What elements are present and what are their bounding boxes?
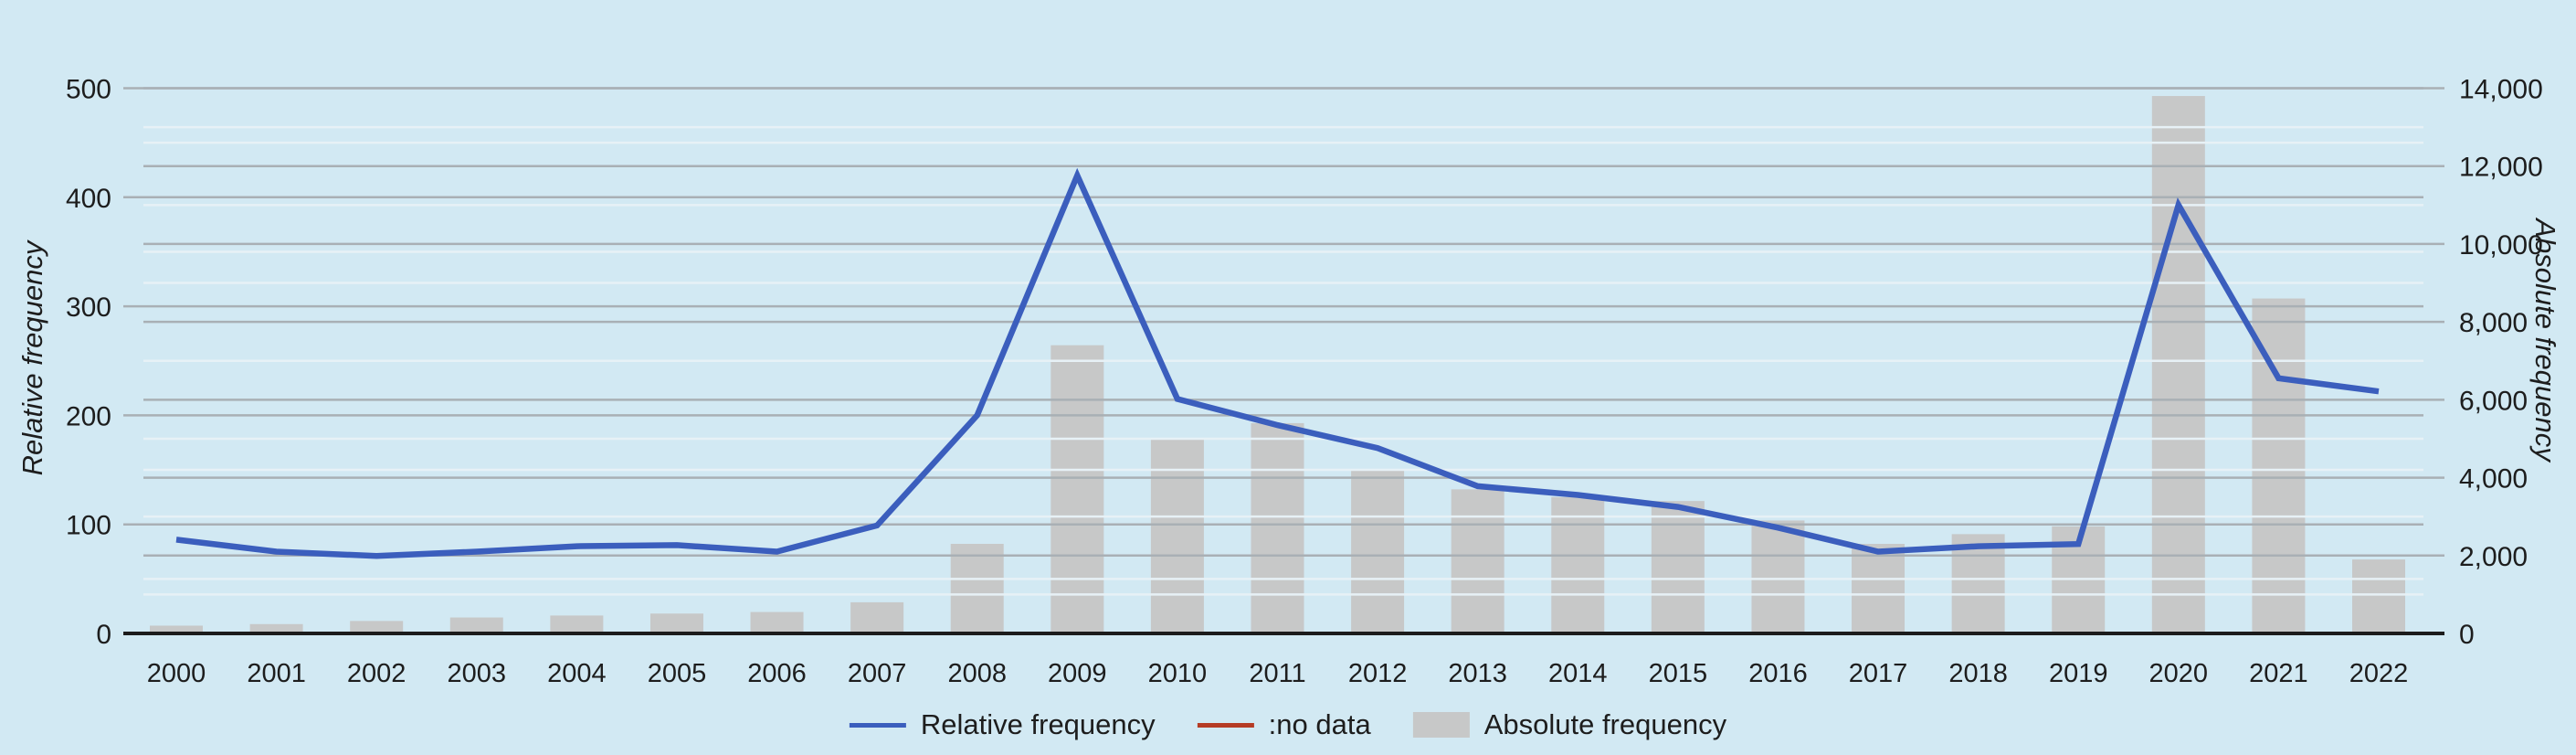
x-axis-year-label: 2005: [648, 659, 707, 688]
right-axis-tick-label: 0: [2459, 620, 2475, 650]
x-axis-year-label: 2016: [1748, 659, 1808, 688]
left-axis-tick-label: 500: [66, 75, 111, 105]
bar-swatch-icon: [1412, 712, 1470, 738]
bar-2008: [950, 544, 1004, 633]
x-axis-year-label: 2012: [1348, 659, 1408, 688]
line-swatch-icon: [1197, 722, 1254, 728]
bar-2001: [249, 623, 303, 633]
bar-2011: [1251, 422, 1304, 633]
legend-item-absolute-frequency: Absolute frequency: [1412, 708, 1727, 741]
x-axis-year-label: 2009: [1048, 659, 1107, 688]
left-axis-tick-label: 100: [66, 511, 111, 541]
left-axis-tick-label: 0: [96, 620, 111, 650]
legend-item-no-data: :no data: [1197, 708, 1371, 741]
bar-2017: [1852, 544, 1906, 633]
x-axis-year-label: 2002: [347, 659, 406, 688]
x-axis-year-label: 2007: [848, 659, 907, 688]
legend-label: Relative frequency: [920, 708, 1156, 740]
bar-2004: [550, 615, 604, 633]
x-axis-year-label: 2015: [1649, 659, 1708, 688]
bar-2002: [350, 621, 404, 633]
x-axis-year-label: 2008: [947, 659, 1007, 688]
legend: Relative frequency :no data Absolute fre…: [849, 704, 1727, 746]
x-axis-year-label: 2014: [1548, 659, 1608, 688]
bar-2016: [1751, 520, 1805, 633]
x-axis-year-label: 2003: [448, 659, 507, 688]
x-axis-year-label: 2000: [147, 659, 206, 688]
bar-2020: [2151, 96, 2205, 634]
bar-2007: [850, 601, 904, 633]
x-axis-year-label: 2019: [2049, 659, 2108, 688]
legend-item-relative-frequency: Relative frequency: [849, 708, 1156, 741]
bar-2018: [1951, 534, 2005, 633]
left-axis-tick-label: 200: [66, 401, 111, 431]
x-axis-year-label: 2004: [547, 659, 607, 688]
left-axis-tick-label: 300: [66, 292, 111, 323]
bar-2010: [1150, 438, 1204, 633]
right-axis-tick-label: 14,000: [2459, 75, 2543, 105]
x-axis-year-label: 2020: [2149, 659, 2209, 688]
line-swatch-icon: [849, 722, 906, 728]
x-axis-year-label: 2001: [247, 659, 306, 688]
left-axis-tick-label: 400: [66, 184, 111, 214]
bar-2000: [150, 625, 203, 633]
bar-2003: [449, 617, 503, 633]
right-axis-tick-label: 10,000: [2459, 230, 2543, 261]
right-axis-tick-label: 4,000: [2459, 464, 2528, 494]
right-axis-title: Absolute frequency: [2529, 218, 2561, 462]
relative-frequency-line: [175, 167, 2380, 559]
right-axis-tick-label: 8,000: [2459, 308, 2528, 338]
bar-2015: [1651, 501, 1705, 633]
x-axis-year-label: 2017: [1849, 659, 1908, 688]
x-axis-year-label: 2010: [1148, 659, 1208, 688]
bar-2014: [1551, 496, 1605, 633]
legend-label: Absolute frequency: [1483, 708, 1727, 740]
bar-2021: [2252, 298, 2306, 633]
bar-2005: [649, 613, 703, 633]
x-axis-year-label: 2011: [1249, 659, 1305, 688]
bar-2009: [1050, 345, 1104, 633]
bar-2006: [750, 611, 804, 633]
legend-label: :no data: [1268, 708, 1371, 740]
bar-2013: [1451, 489, 1504, 633]
x-axis-year-label: 2013: [1448, 659, 1507, 688]
right-axis-tick-label: 2,000: [2459, 542, 2528, 572]
right-axis-tick-label: 6,000: [2459, 386, 2528, 416]
x-axis-year-label: 2006: [747, 659, 807, 688]
bar-2022: [2352, 559, 2405, 633]
bar-2012: [1351, 470, 1405, 633]
right-axis-tick-label: 12,000: [2459, 153, 2543, 183]
x-axis-year-label: 2022: [2349, 659, 2409, 688]
x-axis-year-label: 2018: [1948, 659, 2008, 688]
x-axis-year-label: 2021: [2249, 659, 2308, 688]
left-axis-title: Relative frequency: [16, 240, 48, 476]
